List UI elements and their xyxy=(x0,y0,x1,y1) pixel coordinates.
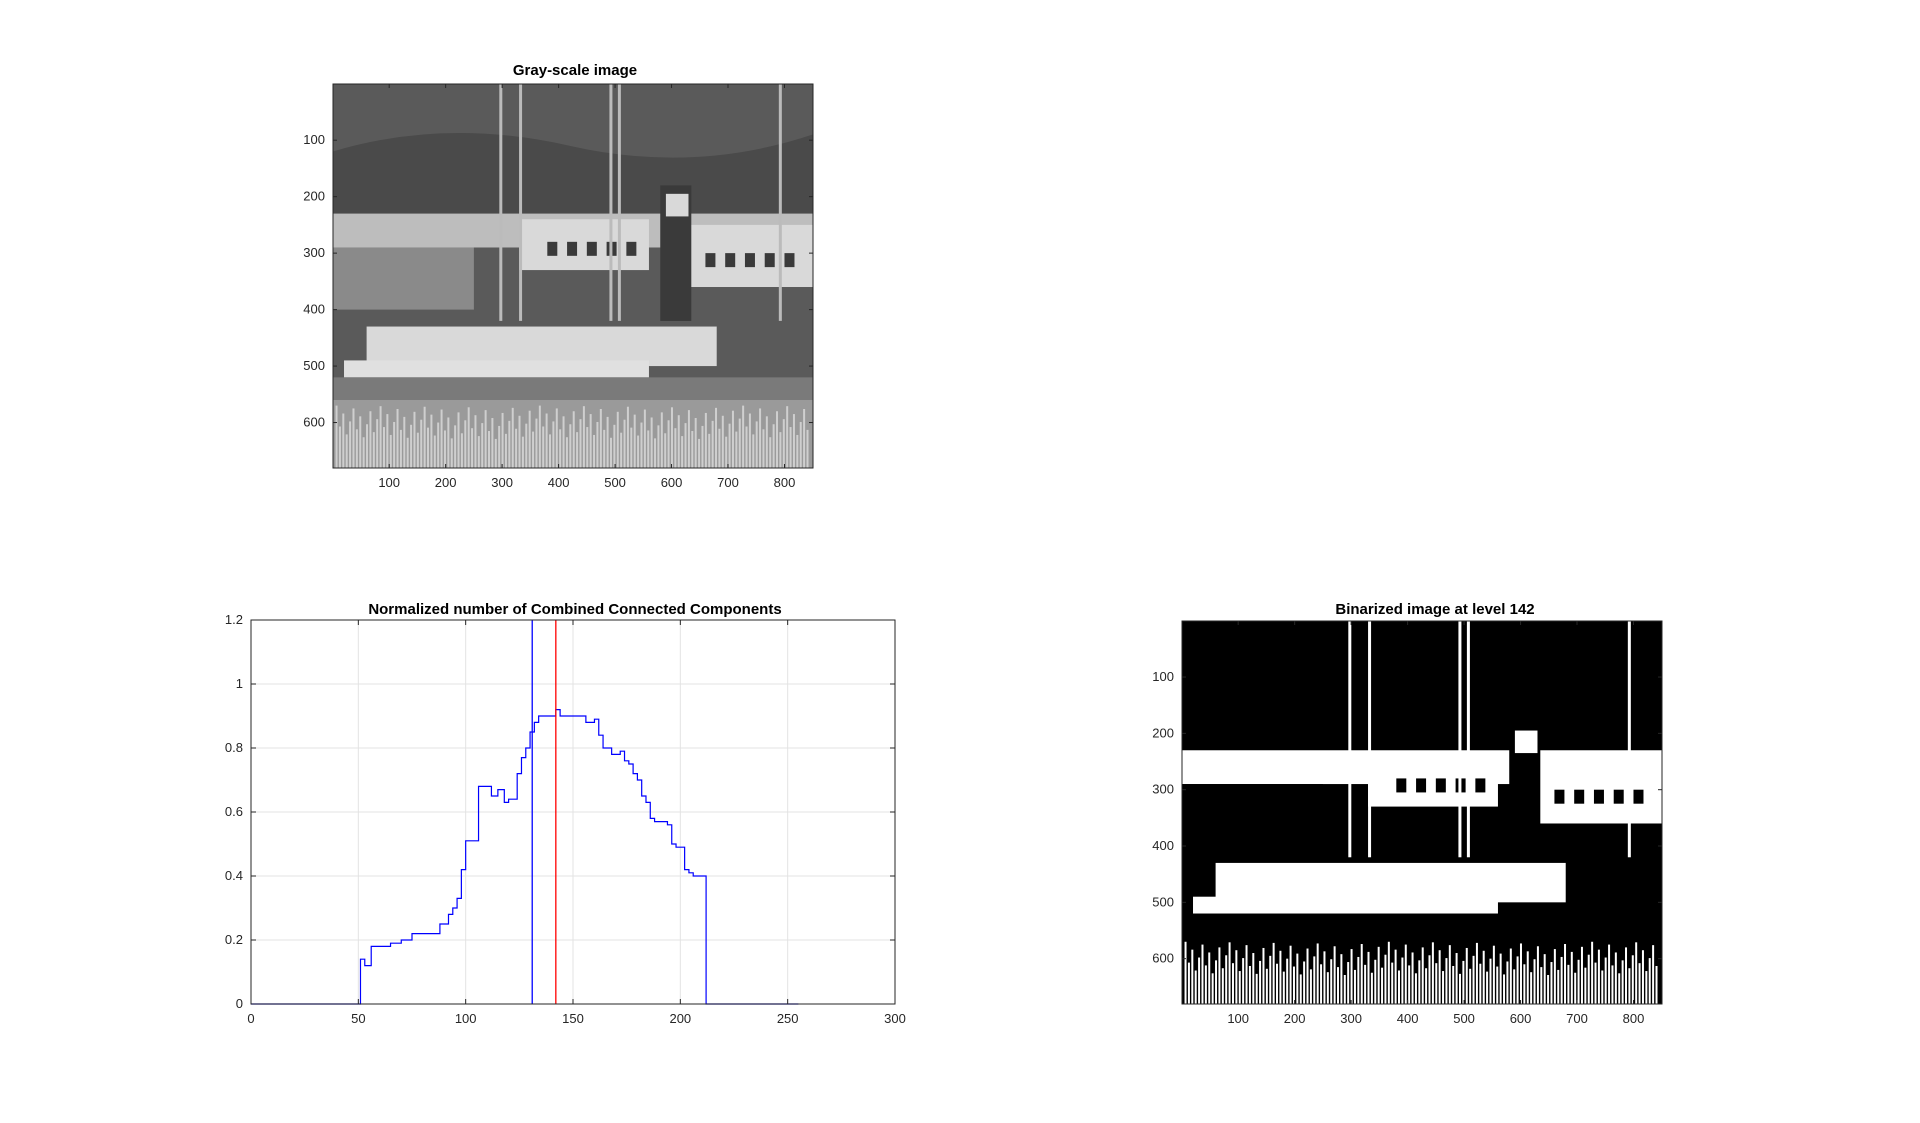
y-tick-label: 0.6 xyxy=(225,804,243,819)
x-tick-label: 0 xyxy=(247,1011,254,1026)
y-tick-label: 0 xyxy=(236,996,243,1011)
x-tick-label: 400 xyxy=(1397,1011,1419,1026)
y-tick-label: 1 xyxy=(236,676,243,691)
x-tick-label: 300 xyxy=(491,475,513,490)
grayscale-axes-box xyxy=(332,83,814,469)
x-tick-label: 600 xyxy=(1510,1011,1532,1026)
x-tick-label: 100 xyxy=(378,475,400,490)
x-tick-label: 100 xyxy=(1227,1011,1249,1026)
x-tick-label: 800 xyxy=(774,475,796,490)
x-tick-label: 200 xyxy=(435,475,457,490)
y-tick-label: 300 xyxy=(1152,782,1174,797)
y-tick-label: 600 xyxy=(1152,951,1174,966)
y-tick-label: 500 xyxy=(1152,894,1174,909)
x-tick-label: 300 xyxy=(1340,1011,1362,1026)
y-tick-label: 200 xyxy=(303,189,325,204)
x-tick-label: 200 xyxy=(1284,1011,1306,1026)
y-tick-label: 600 xyxy=(303,415,325,430)
x-tick-label: 150 xyxy=(562,1011,584,1026)
x-tick-label: 50 xyxy=(351,1011,365,1026)
binarized-axes-box xyxy=(1181,620,1663,1005)
y-tick-label: 1.2 xyxy=(225,612,243,627)
y-tick-label: 0.8 xyxy=(225,740,243,755)
y-tick-label: 100 xyxy=(1152,669,1174,684)
y-tick-label: 400 xyxy=(1152,838,1174,853)
x-tick-label: 500 xyxy=(604,475,626,490)
y-tick-label: 300 xyxy=(303,245,325,260)
binarized-image xyxy=(1182,621,1662,1004)
x-tick-label: 300 xyxy=(884,1011,906,1026)
grayscale-image xyxy=(333,84,813,468)
x-tick-label: 200 xyxy=(669,1011,691,1026)
y-tick-label: 400 xyxy=(303,302,325,317)
y-tick-label: 500 xyxy=(303,358,325,373)
x-tick-label: 700 xyxy=(1566,1011,1588,1026)
y-tick-label: 100 xyxy=(303,132,325,147)
x-tick-label: 250 xyxy=(777,1011,799,1026)
grayscale-title: Gray-scale image xyxy=(512,62,638,79)
x-tick-label: 100 xyxy=(455,1011,477,1026)
x-tick-label: 400 xyxy=(548,475,570,490)
chart-title: Normalized number of Combined Connected … xyxy=(368,601,782,618)
y-tick-label: 0.4 xyxy=(225,868,243,883)
x-tick-label: 600 xyxy=(661,475,683,490)
x-tick-label: 700 xyxy=(717,475,739,490)
x-tick-label: 500 xyxy=(1453,1011,1475,1026)
x-tick-label: 800 xyxy=(1623,1011,1645,1026)
binarized-title: Binarized image at level 142 xyxy=(1335,601,1535,618)
y-tick-label: 0.2 xyxy=(225,932,243,947)
y-tick-label: 200 xyxy=(1152,725,1174,740)
